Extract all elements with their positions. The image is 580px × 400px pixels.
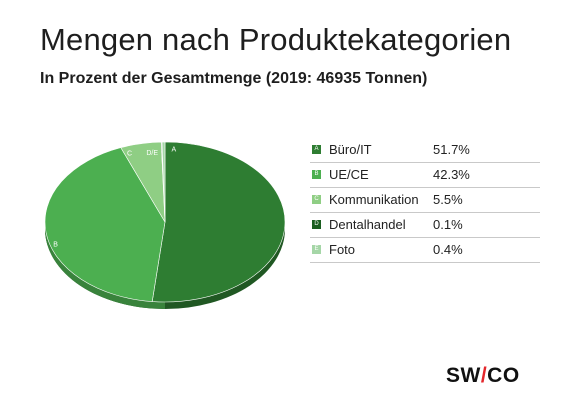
chart-subtitle: In Prozent der Gesamtmenge (2019: 46935 … <box>40 70 428 87</box>
legend-item-dentalhandel: D Dentalhandel 0.1% <box>310 213 540 238</box>
pie-chart: A B C D/E <box>44 141 286 309</box>
pie-slice-b <box>44 147 166 302</box>
swico-logo: SW/CO <box>446 364 520 388</box>
logo-text-right: CO <box>487 364 520 387</box>
legend-swatch-d: D <box>312 220 321 229</box>
legend-value: 0.4% <box>433 242 463 257</box>
legend-item-uece: B UE/CE 42.3% <box>310 163 540 188</box>
logo-slash: / <box>480 364 488 387</box>
pie-label-c: C <box>127 150 132 157</box>
legend-item-kommunikation: C Kommunikation 5.5% <box>310 188 540 213</box>
legend-label: Foto <box>329 242 356 257</box>
pie-slice-a <box>151 141 286 303</box>
pie-label-de: D/E <box>146 150 158 157</box>
pie-label-a: A <box>171 147 176 154</box>
legend-swatch-a: A <box>312 145 321 154</box>
legend-swatch-c: C <box>312 195 321 204</box>
legend-item-bueroit: A Büro/IT 51.7% <box>310 138 540 163</box>
logo-text-left: SW <box>446 364 481 387</box>
legend-swatch-b: B <box>312 170 321 179</box>
legend-label: Kommunikation <box>329 192 419 207</box>
chart-title: Mengen nach Produktekategorien <box>40 22 512 57</box>
pie-slice-e <box>161 141 166 223</box>
legend: A Büro/IT 51.7% B UE/CE 42.3% C Kommunik… <box>310 138 540 263</box>
pie-label-b: B <box>53 241 58 248</box>
legend-value: 0.1% <box>433 217 463 232</box>
legend-value: 5.5% <box>433 192 463 207</box>
legend-label: Büro/IT <box>329 142 372 157</box>
legend-value: 51.7% <box>433 142 470 157</box>
legend-value: 42.3% <box>433 167 470 182</box>
legend-label: Dentalhandel <box>329 217 406 232</box>
legend-swatch-e: E <box>312 245 321 254</box>
legend-item-foto: E Foto 0.4% <box>310 238 540 263</box>
legend-label: UE/CE <box>329 167 369 182</box>
